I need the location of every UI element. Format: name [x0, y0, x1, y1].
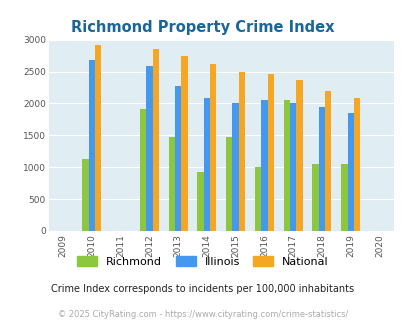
Bar [324, 91, 330, 231]
Bar [203, 98, 209, 231]
Bar [82, 159, 88, 231]
Bar [232, 103, 238, 231]
Bar [168, 137, 175, 231]
Bar [238, 72, 245, 231]
Text: © 2025 CityRating.com - https://www.cityrating.com/crime-statistics/: © 2025 CityRating.com - https://www.city… [58, 310, 347, 319]
Bar [340, 164, 347, 231]
Bar [318, 107, 324, 231]
Bar [312, 164, 318, 231]
Bar [88, 60, 95, 231]
Bar [152, 49, 158, 231]
Bar [347, 113, 353, 231]
Bar [140, 109, 146, 231]
Text: Richmond Property Crime Index: Richmond Property Crime Index [71, 20, 334, 35]
Bar [95, 45, 101, 231]
Bar [254, 167, 260, 231]
Bar [209, 64, 216, 231]
Bar [283, 100, 289, 231]
Bar [296, 81, 302, 231]
Bar [260, 100, 267, 231]
Bar [289, 103, 296, 231]
Bar [181, 56, 187, 231]
Bar [226, 137, 232, 231]
Text: Crime Index corresponds to incidents per 100,000 inhabitants: Crime Index corresponds to incidents per… [51, 284, 354, 294]
Legend: Richmond, Illinois, National: Richmond, Illinois, National [73, 251, 332, 271]
Bar [267, 74, 273, 231]
Bar [175, 86, 181, 231]
Bar [197, 172, 203, 231]
Bar [353, 98, 359, 231]
Bar [146, 66, 152, 231]
